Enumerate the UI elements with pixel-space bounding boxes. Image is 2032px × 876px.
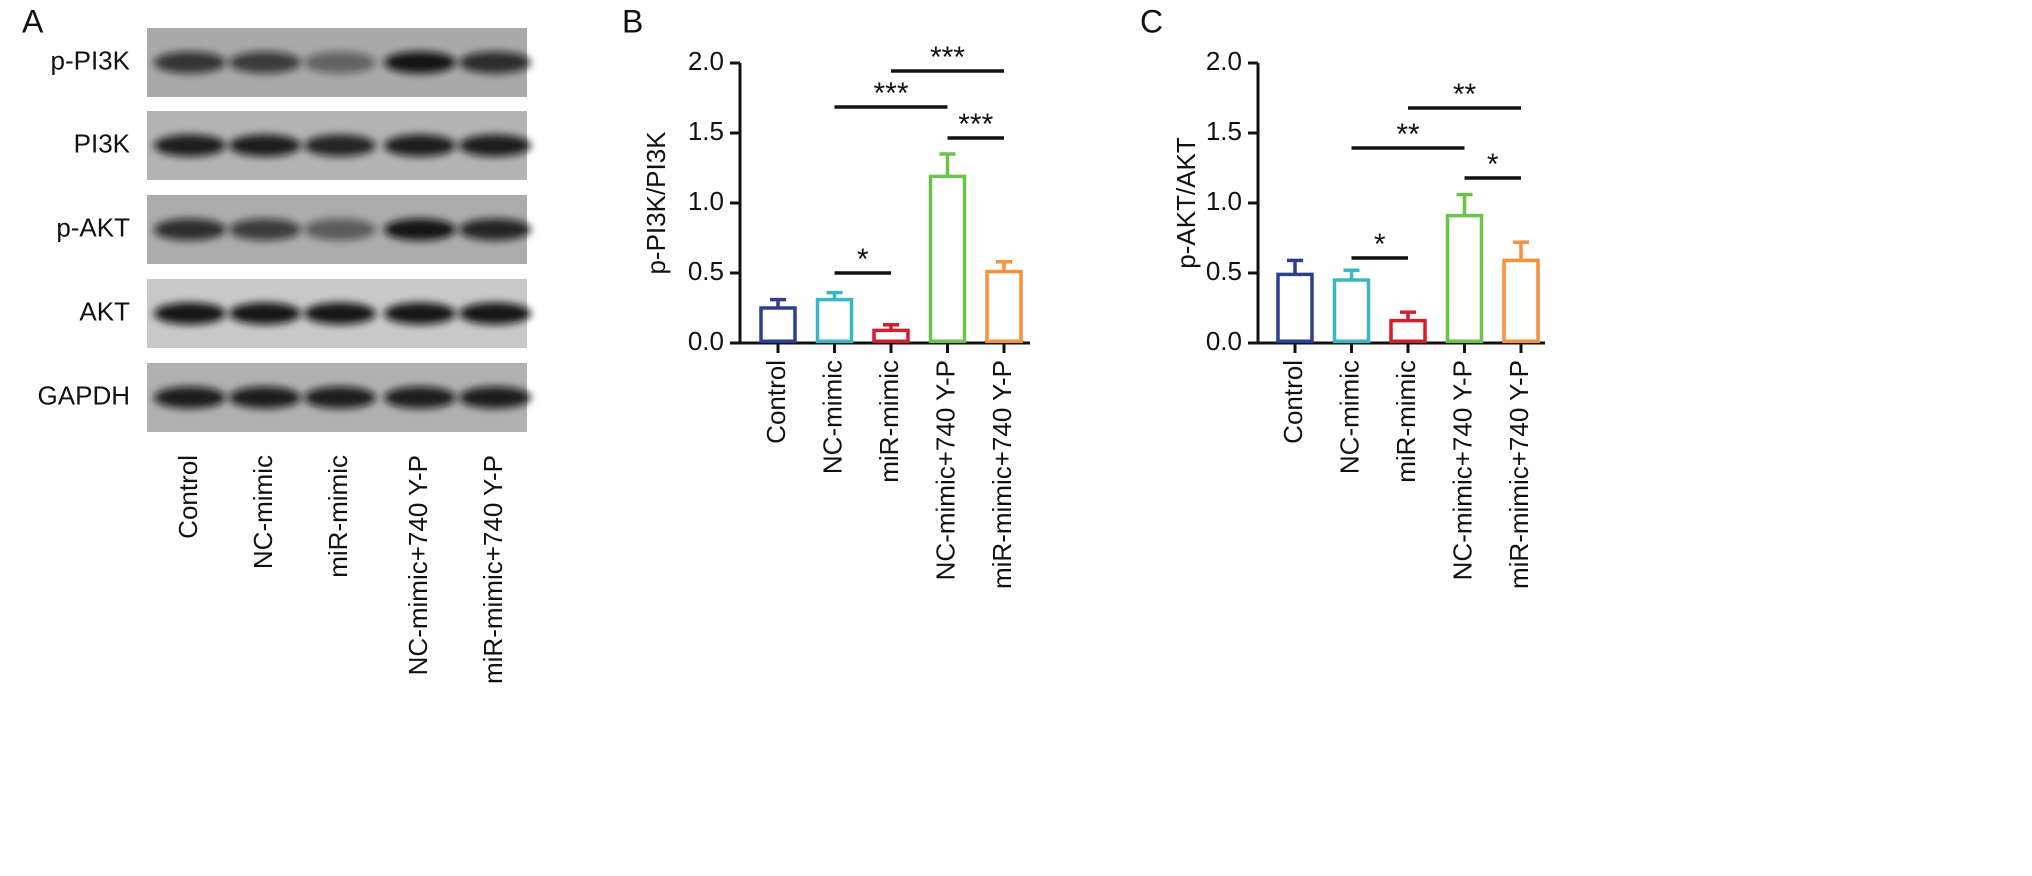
x-tick-label: miR-mimic bbox=[874, 360, 904, 483]
x-tick-label: Control bbox=[761, 360, 791, 444]
blot-lane-label: Control bbox=[173, 455, 203, 539]
significance-label: ** bbox=[1453, 78, 1477, 111]
blot-lane-label: miR-mimic+740 Y-P bbox=[478, 455, 508, 684]
x-tick-label: miR-mimic bbox=[1391, 360, 1421, 483]
blot-band bbox=[459, 218, 531, 241]
bar bbox=[1389, 318, 1427, 344]
panel-label: B bbox=[622, 3, 643, 39]
blot-row-label: PI3K bbox=[74, 128, 131, 158]
blot-band bbox=[304, 134, 376, 157]
blot-band bbox=[384, 134, 456, 157]
bar bbox=[815, 297, 854, 344]
blot-row-label: GAPDH bbox=[38, 380, 130, 410]
x-tick-label: Control bbox=[1278, 360, 1308, 444]
significance-label: * bbox=[1374, 228, 1386, 261]
bar bbox=[1276, 272, 1314, 343]
significance-label: * bbox=[1487, 148, 1499, 181]
y-tick-label: 1.5 bbox=[1206, 116, 1242, 146]
blot-lane-label: NC-mimic bbox=[248, 455, 278, 569]
bar bbox=[1445, 213, 1484, 344]
blot-lane-label: miR-mimic bbox=[323, 455, 353, 578]
blot-row-label: p-AKT bbox=[56, 212, 130, 242]
blot-band bbox=[384, 51, 456, 74]
x-tick-label: NC-mimic+740 Y-P bbox=[930, 360, 960, 580]
x-tick-label: NC-mimic bbox=[817, 360, 847, 474]
significance-label: *** bbox=[873, 77, 908, 110]
blot-band bbox=[229, 51, 301, 74]
blot-band bbox=[459, 386, 531, 409]
blot-band bbox=[384, 218, 456, 241]
blot-band bbox=[229, 134, 301, 157]
y-tick-label: 1.0 bbox=[1206, 186, 1242, 216]
y-tick-label: 0.0 bbox=[688, 326, 724, 356]
blot-band bbox=[384, 302, 456, 325]
blot-band bbox=[304, 51, 376, 74]
y-tick-label: 0.5 bbox=[688, 256, 724, 286]
blot-band bbox=[459, 302, 531, 325]
y-tick-label: 2.0 bbox=[1206, 46, 1242, 76]
panel-label: C bbox=[1140, 3, 1163, 39]
blot-band bbox=[304, 302, 376, 325]
blot-band bbox=[304, 218, 376, 241]
significance-label: *** bbox=[930, 41, 965, 74]
blot-band bbox=[154, 386, 226, 409]
bar bbox=[928, 174, 967, 343]
bar bbox=[985, 269, 1023, 344]
y-tick-label: 2.0 bbox=[688, 46, 724, 76]
blot-row-label: AKT bbox=[79, 296, 130, 326]
y-tick-label: 1.5 bbox=[688, 116, 724, 146]
blot-band bbox=[229, 218, 301, 241]
blot-band bbox=[304, 386, 376, 409]
y-tick-label: 0.5 bbox=[1206, 256, 1242, 286]
y-tick-label: 0.0 bbox=[1206, 326, 1242, 356]
bar bbox=[759, 306, 797, 343]
significance-label: *** bbox=[958, 108, 993, 141]
blot-band bbox=[459, 51, 531, 74]
y-axis-title: p-AKT/AKT bbox=[1171, 137, 1201, 269]
significance-label: ** bbox=[1396, 118, 1420, 151]
blot-band bbox=[459, 134, 531, 157]
blot-lane-label: NC-mimic+740 Y-P bbox=[403, 455, 433, 675]
blot-band bbox=[154, 302, 226, 325]
significance-label: * bbox=[857, 243, 869, 276]
x-tick-label: NC-mimic bbox=[1334, 360, 1364, 474]
bar bbox=[872, 328, 910, 343]
y-tick-label: 1.0 bbox=[688, 186, 724, 216]
blot-band bbox=[154, 51, 226, 74]
blot-band bbox=[229, 302, 301, 325]
bar bbox=[1502, 258, 1540, 343]
x-tick-label: NC-mimic+740 Y-P bbox=[1447, 360, 1477, 580]
y-axis-title: p-PI3K/PI3K bbox=[641, 131, 671, 275]
blot-band bbox=[384, 386, 456, 409]
x-tick-label: miR-mimic+740 Y-P bbox=[1504, 360, 1534, 589]
panel-label: A bbox=[22, 3, 44, 39]
blot-row-label: p-PI3K bbox=[51, 45, 131, 75]
blot-band bbox=[154, 134, 226, 157]
bar bbox=[1332, 278, 1371, 343]
blot-band bbox=[229, 386, 301, 409]
blot-band bbox=[154, 218, 226, 241]
x-tick-label: miR-mimic+740 Y-P bbox=[987, 360, 1017, 589]
